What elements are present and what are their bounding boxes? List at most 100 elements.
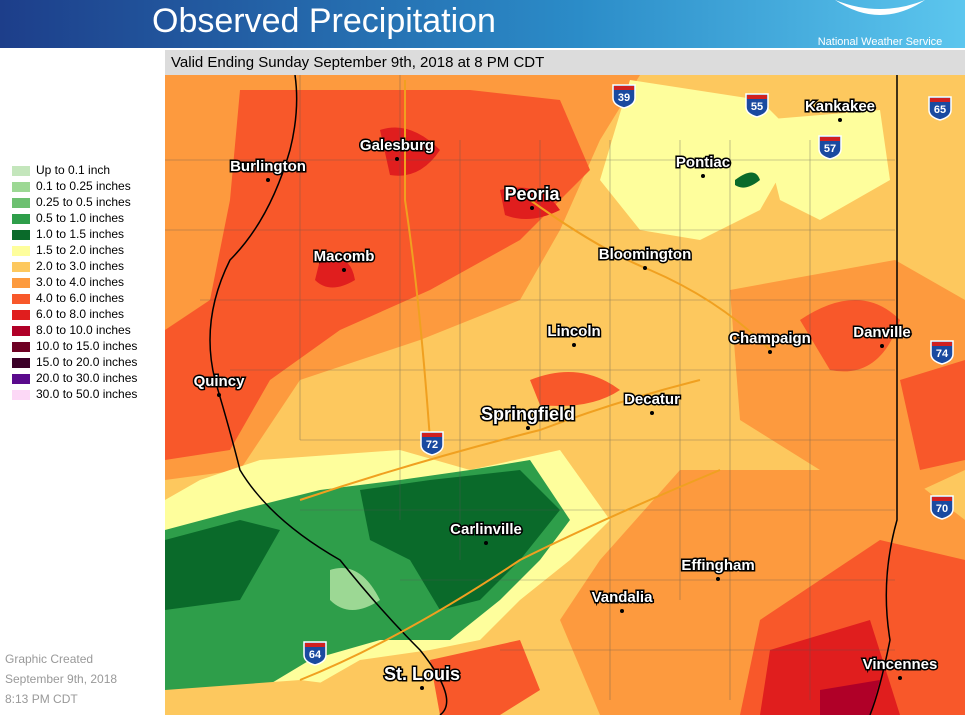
city-dot <box>716 577 720 581</box>
footer-line: Graphic Created <box>5 652 93 666</box>
interstate-top <box>932 342 952 346</box>
legend-label: 0.1 to 0.25 inches <box>36 179 131 193</box>
city-dot <box>420 686 424 690</box>
city-label: Peoria <box>504 184 560 204</box>
city-dot <box>898 676 902 680</box>
city-dot <box>342 268 346 272</box>
legend-label: 20.0 to 30.0 inches <box>36 371 137 385</box>
city-label: Champaign <box>729 330 811 347</box>
city-dot <box>266 178 270 182</box>
legend-swatch <box>12 246 30 256</box>
interstate-top <box>614 86 634 90</box>
legend-swatch <box>12 310 30 320</box>
city-label: Vincennes <box>863 656 938 673</box>
legend-label: 1.0 to 1.5 inches <box>36 227 124 241</box>
interstate-top <box>305 643 325 647</box>
interstate-number: 72 <box>426 439 438 451</box>
subtitle: Valid Ending Sunday September 9th, 2018 … <box>171 54 544 71</box>
interstate-top <box>930 98 950 102</box>
interstate-shield <box>420 431 444 456</box>
interstate-number: 74 <box>936 348 949 360</box>
city-dot <box>530 206 534 210</box>
interstate-shield <box>930 340 954 365</box>
header-bar <box>0 0 965 48</box>
city-dot <box>701 174 705 178</box>
legend-label: 0.25 to 0.5 inches <box>36 195 131 209</box>
legend-label: 1.5 to 2.0 inches <box>36 243 124 257</box>
map <box>165 75 965 715</box>
city-dot <box>880 344 884 348</box>
interstate-number: 65 <box>934 104 946 116</box>
city-label: Bloomington <box>599 246 691 263</box>
city-label: St. Louis <box>384 664 460 684</box>
legend-swatch <box>12 390 30 400</box>
city-dot <box>572 343 576 347</box>
logo <box>835 0 925 15</box>
footer-line: 8:13 PM CDT <box>5 692 78 706</box>
legend-swatch <box>12 326 30 336</box>
interstate-shield <box>303 641 327 666</box>
footer-line: September 9th, 2018 <box>5 672 117 686</box>
legend-swatch <box>12 374 30 384</box>
map-labels: Galesburg Burlington Peoria Macomb Quincy Pon… <box>192 84 954 690</box>
legend-swatch <box>12 182 30 192</box>
legend-label: Up to 0.1 inch <box>36 163 110 177</box>
legend-label: 8.0 to 10.0 inches <box>36 323 131 337</box>
legend-label: 30.0 to 50.0 inches <box>36 387 137 401</box>
interstate-number: 39 <box>618 92 630 104</box>
legend-swatch <box>12 358 30 368</box>
legend-label: 10.0 to 15.0 inches <box>36 339 137 353</box>
legend-swatch <box>12 342 30 352</box>
city-label: Macomb <box>314 248 375 265</box>
interstate-number: 55 <box>751 101 763 113</box>
legend-swatch <box>12 214 30 224</box>
interstate-shield <box>928 96 952 121</box>
legend-label: 2.0 to 3.0 inches <box>36 259 124 273</box>
city-label: Carlinville <box>450 521 522 538</box>
legend: Up to 0.1 inch 0.1 to 0.25 inches 0.25 to … <box>12 163 137 401</box>
interstate-shield <box>930 495 954 520</box>
city-dot <box>650 411 654 415</box>
city-label: Springfield <box>481 404 575 424</box>
legend-swatch <box>12 294 30 304</box>
interstate-top <box>422 433 442 437</box>
city-label: Decatur <box>624 391 680 408</box>
legend-label: 15.0 to 20.0 inches <box>36 355 137 369</box>
city-label: Lincoln <box>547 323 600 340</box>
legend-swatch <box>12 166 30 176</box>
legend-label: 3.0 to 4.0 inches <box>36 275 124 289</box>
city-label: Kankakee <box>805 98 875 115</box>
title: Observed Precipitation <box>152 2 496 40</box>
interstate-top <box>747 95 767 99</box>
city-dot <box>643 266 647 270</box>
interstate-shield <box>745 93 769 118</box>
interstate-number: 70 <box>936 503 948 515</box>
agency: National Weather Service <box>818 36 943 48</box>
interstate-top <box>932 497 952 501</box>
interstate-shield <box>818 135 842 160</box>
city-label: Quincy <box>194 373 246 390</box>
city-dot <box>526 426 530 430</box>
legend-swatch <box>12 262 30 272</box>
city-label: Burlington <box>230 158 306 175</box>
city-label: Vandalia <box>592 589 654 606</box>
city-dot <box>484 541 488 545</box>
interstate-top <box>820 137 840 141</box>
city-dot <box>768 350 772 354</box>
city-label: Pontiac <box>676 154 730 171</box>
legend-swatch <box>12 230 30 240</box>
city-label: Effingham <box>681 557 754 574</box>
subtitle-bar <box>165 50 965 75</box>
city-label: Galesburg <box>360 137 434 154</box>
city-dot <box>395 157 399 161</box>
legend-label: 6.0 to 8.0 inches <box>36 307 124 321</box>
legend-label: 0.5 to 1.0 inches <box>36 211 124 225</box>
city-dot <box>838 118 842 122</box>
interstate-shield <box>612 84 636 109</box>
city-dot <box>217 393 221 397</box>
city-dot <box>620 609 624 613</box>
legend-swatch <box>12 278 30 288</box>
interstate-number: 57 <box>824 143 836 155</box>
